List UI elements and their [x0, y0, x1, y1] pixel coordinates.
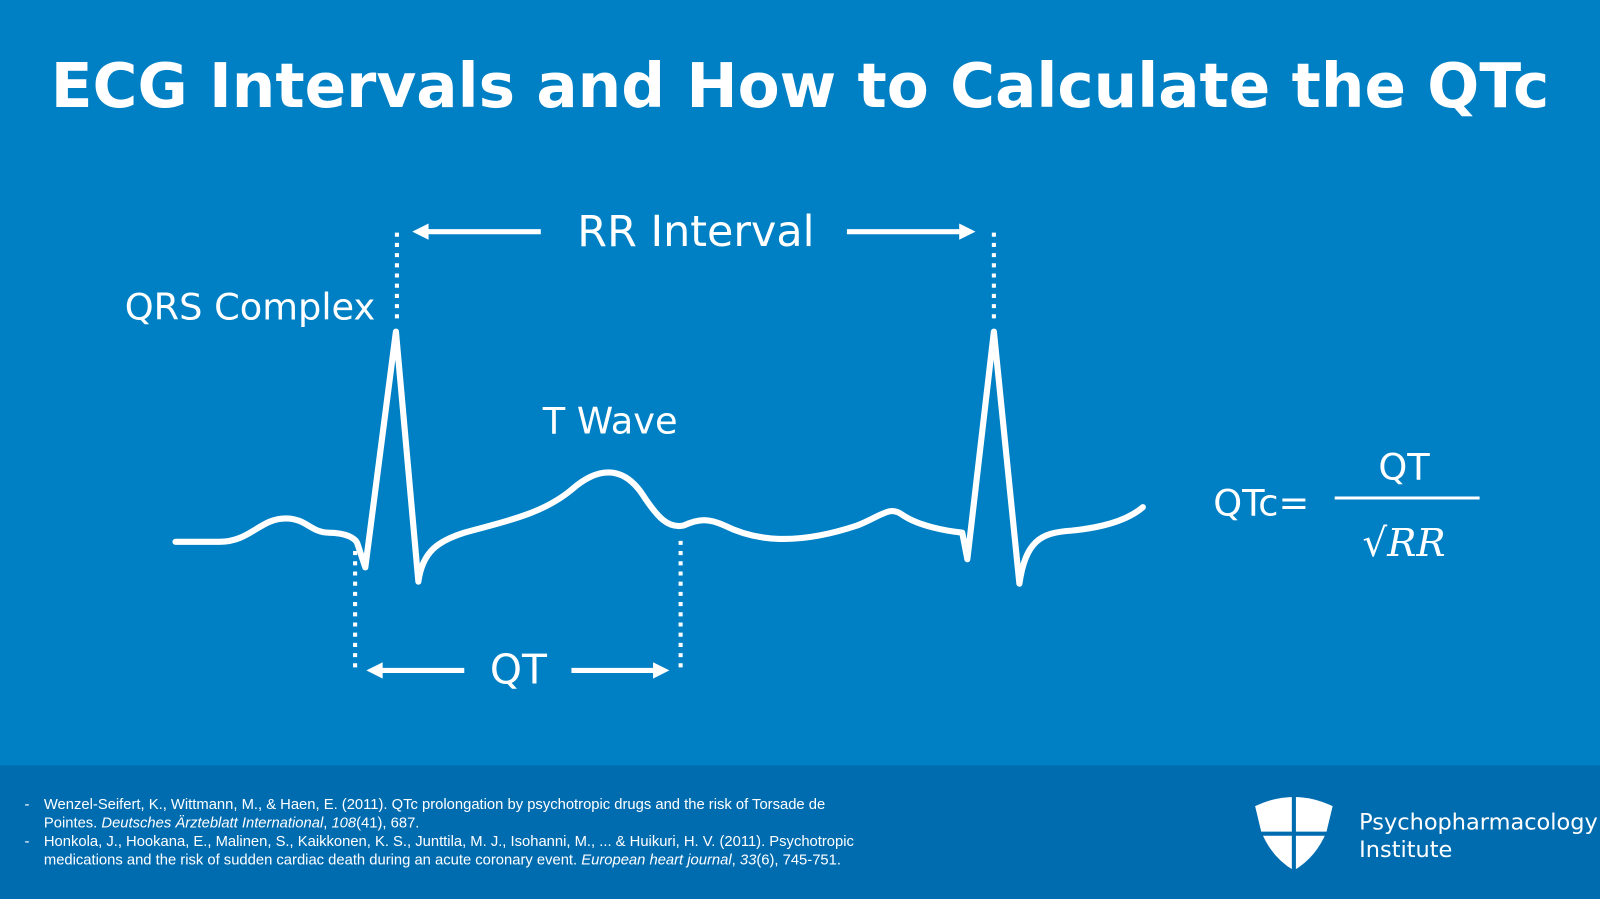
formula-numerator: QT: [1378, 446, 1430, 489]
logo-text-line1: Psychopharmacology: [1359, 810, 1598, 836]
reference-1-line2: Pointes. Deutsches Ärzteblatt Internatio…: [44, 815, 420, 832]
formula-denominator: √RR: [1363, 521, 1446, 566]
rr-interval-label: RR Interval: [577, 207, 814, 257]
shield-cross-icon: [1253, 793, 1335, 874]
reference-bullet: -: [24, 834, 29, 850]
references: - Wenzel-Seifert, K., Wittmann, M., & Ha…: [24, 797, 853, 868]
logo-text-line2: Institute: [1359, 837, 1452, 863]
reference-2-line1: Honkola, J., Hookana, E., Malinen, S., K…: [44, 834, 854, 850]
formula-lhs: QTc=: [1213, 481, 1309, 524]
rr-interval-arrows: [412, 223, 976, 240]
dotted-markers: [353, 232, 996, 672]
logo: Psychopharmacology Institute: [1253, 793, 1598, 874]
page-title: ECG Intervals and How to Calculate the Q…: [51, 51, 1550, 122]
qrs-complex-label: QRS Complex: [125, 285, 375, 328]
reference-1-line1: Wenzel-Seifert, K., Wittmann, M., & Haen…: [44, 797, 825, 813]
qt-arrows: [366, 662, 670, 679]
ecg-waveform: [172, 328, 1146, 587]
qt-label: QT: [490, 646, 548, 694]
t-wave-label: T Wave: [542, 400, 678, 443]
reference-bullet: -: [24, 797, 29, 813]
reference-2-line2: medications and the risk of sudden cardi…: [44, 852, 841, 868]
